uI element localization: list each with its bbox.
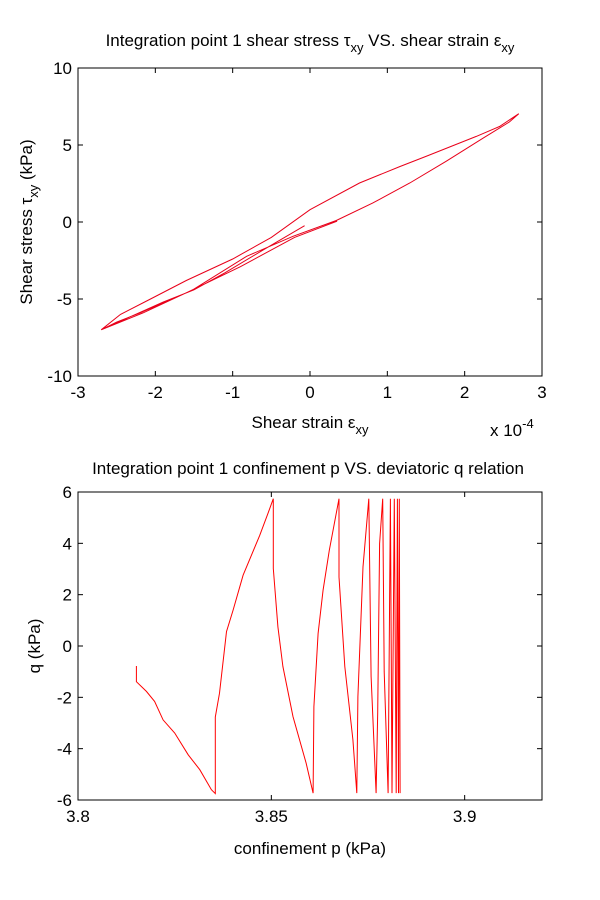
y-tick-label: -10 [47,367,72,386]
y-tick-label: 4 [63,534,72,553]
x-tick-label: 3.8 [66,807,90,826]
plot1-ylabel: Shear stress τxy (kPa) [17,139,41,304]
plot1-axes-box [77,67,543,377]
x-tick-label: 3.85 [255,807,288,826]
x-tick-label: 3 [537,383,546,402]
x-tick-label: -3 [70,383,85,402]
plot-p-q-relation: Integration point 1 confinement p VS. de… [25,459,543,858]
x-tick-label: 1 [383,383,392,402]
plot1-x-multiplier: x 10-4 [490,416,534,440]
plot1-title: Integration point 1 shear stress τxy VS.… [106,31,515,55]
x-tick-label: -2 [148,383,163,402]
plot2-ylabel: q (kPa) [25,619,44,674]
plot1-xlabel: Shear strain εxy [252,413,369,437]
plot1-series-line [100,113,520,331]
x-tick-label: 3.9 [453,807,477,826]
y-tick-label: -2 [57,688,72,707]
y-tick-label: 6 [63,483,72,502]
plot2-axes-box [77,491,543,801]
plot2-xlabel: confinement p (kPa) [234,839,386,858]
plot2-title: Integration point 1 confinement p VS. de… [92,459,524,478]
x-tick-label: 0 [305,383,314,402]
plot2-series-line [135,498,401,795]
plot-shear-stress-strain: Integration point 1 shear stress τxy VS.… [17,31,547,440]
y-tick-label: 0 [63,637,72,656]
y-tick-label: -4 [57,740,72,759]
x-tick-label: 2 [460,383,469,402]
y-tick-label: 5 [63,136,72,155]
y-tick-label: 10 [53,59,72,78]
y-tick-label: 2 [63,586,72,605]
y-tick-label: -5 [57,290,72,309]
y-tick-label: 0 [63,213,72,232]
x-tick-label: -1 [225,383,240,402]
y-tick-label: -6 [57,791,72,810]
